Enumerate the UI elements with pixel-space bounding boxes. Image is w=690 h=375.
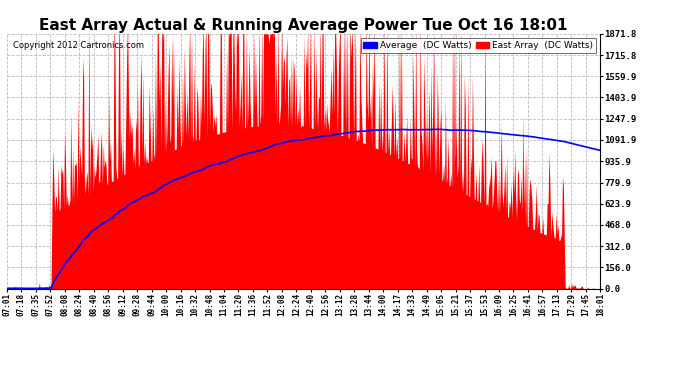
Title: East Array Actual & Running Average Power Tue Oct 16 18:01: East Array Actual & Running Average Powe… [39,18,568,33]
Legend: Average  (DC Watts), East Array  (DC Watts): Average (DC Watts), East Array (DC Watts… [361,38,595,53]
Text: Copyright 2012 Cartronics.com: Copyright 2012 Cartronics.com [13,41,144,50]
